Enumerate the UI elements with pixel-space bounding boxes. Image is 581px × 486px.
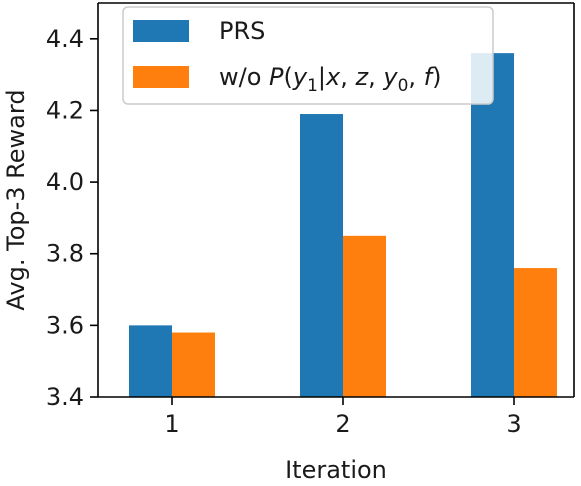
- bar-ablation-iter-2: [343, 235, 386, 397]
- bar-prs-iter-3: [471, 53, 514, 398]
- y-tick-label: 4.4: [46, 25, 84, 53]
- legend-swatch-ablation: [133, 66, 189, 88]
- x-tick-label: 1: [164, 410, 179, 438]
- y-tick-label: 3.8: [46, 240, 84, 268]
- legend-frame: [122, 6, 494, 105]
- x-axis-title: Iteration: [285, 456, 387, 484]
- bar-ablation-iter-1: [172, 332, 215, 397]
- axes-layer: 3.4 3.6 3.8 4.0 4.2 4.4 1 2 3: [46, 2, 575, 438]
- y-tick-label: 3.6: [46, 311, 84, 339]
- legend-label-ablation: w/o P(y1|x, z, y0, f): [219, 63, 441, 96]
- legend-swatch-prs: [133, 20, 189, 42]
- x-tick-label: 3: [506, 410, 521, 438]
- y-tick-label: 3.4: [46, 383, 84, 411]
- x-tick-label: 2: [335, 410, 350, 438]
- legend-label-prs: PRS: [219, 17, 265, 45]
- bar-ablation-iter-3: [514, 268, 557, 397]
- legend: PRS w/o P(y1|x, z, y0, f): [122, 6, 494, 105]
- y-tick-label: 4.0: [46, 168, 84, 196]
- y-axis-title: Avg. Top-3 Reward: [2, 89, 30, 310]
- y-tick-label: 4.2: [46, 96, 84, 124]
- bars-layer: [129, 53, 557, 398]
- bar-prs-iter-1: [129, 325, 172, 397]
- bar-prs-iter-2: [300, 114, 343, 397]
